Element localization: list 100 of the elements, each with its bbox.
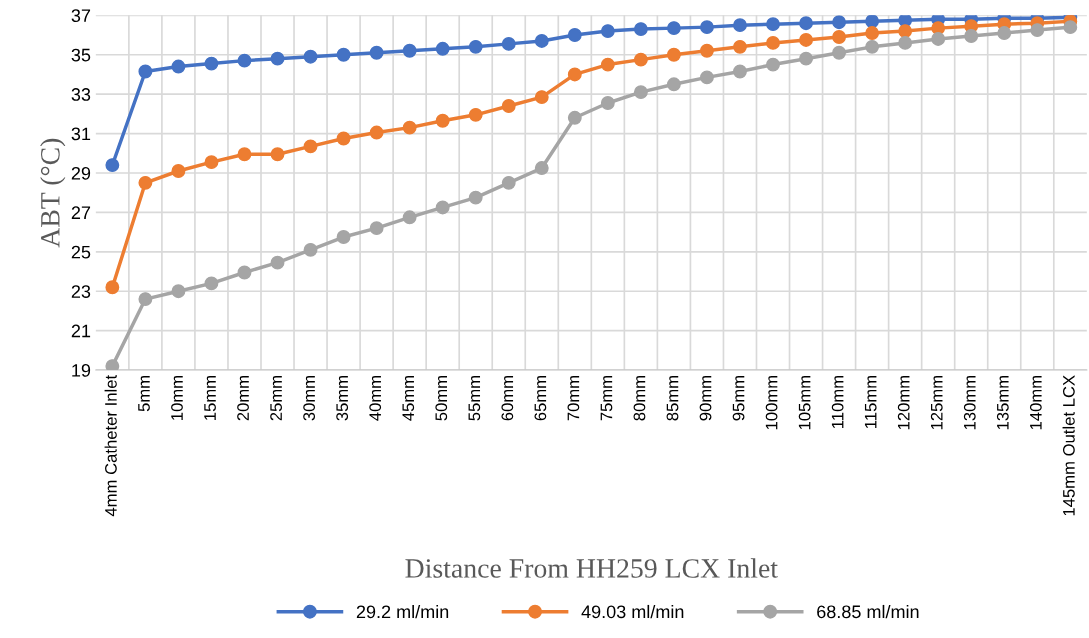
point [832, 15, 847, 30]
legend-label: 68.85 ml/min [817, 604, 919, 619]
x-tick-label: 110mm [831, 376, 844, 428]
x-tick-label: 135mm [996, 376, 1009, 430]
x-tick-label: 30mm [303, 376, 316, 421]
point [336, 230, 351, 244]
point [237, 53, 252, 68]
point [600, 96, 615, 110]
x-tick-label: 145mm Outlet LCX [1062, 375, 1075, 516]
point [435, 200, 450, 215]
point [799, 51, 813, 66]
point [138, 175, 153, 190]
x-tick-label: 75mm [600, 376, 613, 421]
x-tick-label: 105mm [798, 376, 811, 430]
x-tick-label: 15mm [204, 376, 216, 420]
x-tick-label: 115mm [864, 376, 877, 428]
x-tick-label: 20mm [237, 376, 249, 421]
point [435, 41, 450, 56]
point [402, 120, 417, 135]
point [567, 67, 582, 82]
x-tick-label: 60mm [501, 376, 514, 421]
point [303, 49, 318, 64]
point [303, 242, 318, 257]
y-tick-label: 31 [71, 127, 91, 141]
point [534, 161, 549, 175]
point [501, 175, 516, 190]
point [865, 15, 880, 29]
point [865, 26, 880, 40]
point [468, 190, 483, 205]
x-tick-label: 5mm [138, 376, 150, 412]
x-tick-label: 10mm [171, 376, 183, 420]
point [865, 39, 880, 54]
y-tick-label: 37 [71, 9, 91, 23]
point [898, 24, 913, 39]
point [204, 276, 219, 291]
point [501, 99, 516, 113]
x-tick-label: 95mm [732, 376, 745, 421]
point [633, 52, 648, 67]
point [138, 292, 153, 307]
y-tick-label: 35 [71, 48, 91, 62]
point [766, 17, 780, 32]
point [699, 70, 714, 85]
y-tick-label: 23 [71, 285, 91, 298]
point [799, 16, 813, 31]
point [633, 85, 648, 100]
point [534, 90, 549, 105]
point [171, 164, 186, 178]
x-tick-label: 140mm [1029, 376, 1042, 430]
x-tick-label: 35mm [336, 376, 349, 421]
point [666, 21, 681, 36]
point [105, 280, 120, 295]
x-tick-label: 50mm [435, 376, 448, 421]
point [832, 30, 847, 44]
point [402, 43, 417, 58]
point [468, 107, 483, 122]
point [766, 57, 780, 72]
x-tick-label: 130mm [963, 376, 976, 430]
point [1063, 20, 1078, 35]
x-tick-label: 125mm [930, 376, 943, 430]
point [964, 29, 979, 43]
point [138, 64, 153, 79]
point [567, 110, 582, 125]
y-tick-label: 21 [71, 324, 91, 338]
x-tick-label: 100mm [765, 376, 778, 430]
point [105, 359, 120, 371]
y-tick-label: 29 [71, 166, 91, 180]
point [666, 77, 681, 92]
point [468, 39, 483, 54]
x-tick-label: 120mm [897, 376, 910, 430]
point [534, 33, 549, 48]
point [171, 284, 186, 299]
point [799, 33, 813, 47]
x-tick-label: 90mm [699, 376, 712, 421]
point [898, 35, 913, 50]
point [1030, 23, 1045, 38]
point [699, 20, 714, 35]
point [733, 64, 747, 79]
point [237, 265, 252, 280]
point [501, 36, 516, 51]
point [303, 139, 318, 154]
y-axis-title: ABT (°C) [40, 138, 66, 248]
legend-label: 49.03 ml/min [581, 604, 684, 619]
x-tick-label: 65mm [534, 376, 547, 421]
legend-label: 29.2 ml/min [356, 604, 449, 619]
point [336, 47, 351, 62]
point [766, 35, 780, 50]
point [931, 32, 946, 46]
point [270, 255, 285, 270]
point [600, 57, 615, 72]
point [237, 147, 252, 162]
x-tick-label: 85mm [666, 376, 679, 421]
point [204, 155, 219, 170]
x-tick-label: 25mm [270, 376, 282, 421]
x-tick-label: 4mm Catheter Inlet [104, 375, 117, 517]
point [733, 39, 747, 54]
y-tick-label: 19 [72, 363, 91, 377]
point [600, 24, 615, 39]
point [699, 43, 714, 58]
x-tick-label: 80mm [633, 376, 646, 421]
y-tick-label: 27 [71, 206, 91, 219]
